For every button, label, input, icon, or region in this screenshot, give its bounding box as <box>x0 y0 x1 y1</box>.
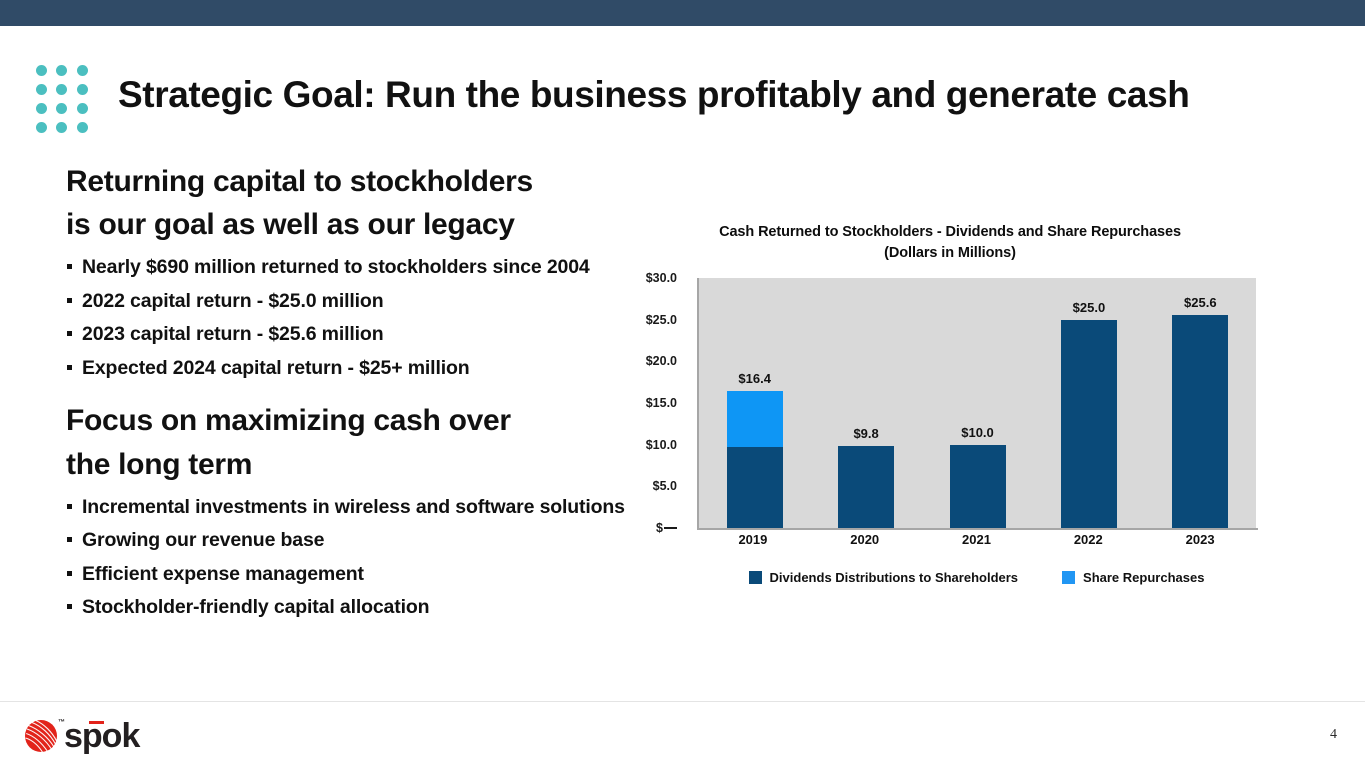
bar-slot: $10.0 <box>922 278 1033 528</box>
x-axis-tick: 2020 <box>850 532 880 547</box>
legend-item: Dividends Distributions to Shareholders <box>748 570 1019 585</box>
spok-macron-accent <box>89 721 104 724</box>
bar-value-label: $25.6 <box>1184 294 1217 310</box>
bar-group: $16.4 $9.8 $10.0 $25.0 $25.6 <box>699 278 1256 528</box>
legend-item: Share Repurchases <box>1062 570 1204 585</box>
list-item: 2022 capital return - $25.0 million <box>66 288 640 315</box>
bar-slot: $16.4 <box>699 278 810 528</box>
x-axis-tick: 2023 <box>1185 532 1215 547</box>
bar-stack <box>838 446 895 528</box>
y-axis-tick: $5.0 <box>652 479 677 494</box>
bar-segment-dividends <box>726 447 783 528</box>
list-item: Growing our revenue base <box>66 527 640 554</box>
bar-stack <box>1172 314 1229 528</box>
x-axis: 2019 2020 2021 2022 2023 <box>697 532 1256 547</box>
section-heading-line-1: Returning capital to stockholders <box>66 165 533 198</box>
content-column: Returning capital to stockholders is our… <box>0 160 640 680</box>
bar-segment-repurchases <box>726 391 783 448</box>
bar-slot: $9.8 <box>810 278 921 528</box>
dot-grid-logo-icon <box>31 61 93 137</box>
bar-value-label: $9.8 <box>853 426 879 442</box>
list-item: Nearly $690 million returned to stockhol… <box>66 254 640 281</box>
chart-plot-region: $30.0 $25.0 $20.0 $15.0 $10.0 $5.0 $ $16.4 $9.8… <box>630 271 1270 585</box>
cash-returned-chart: Cash Returned to Stockholders - Dividend… <box>630 222 1270 607</box>
list-item: Expected 2024 capital return - $25+ mill… <box>66 355 640 382</box>
legend-swatch-icon <box>1062 571 1076 584</box>
page-title: Strategic Goal: Run the business profita… <box>118 74 1190 115</box>
chart-title-main: Cash Returned to Stockholders - Dividend… <box>719 224 1181 240</box>
x-axis-tick: 2022 <box>1073 532 1103 547</box>
top-accent-bar <box>0 0 1365 26</box>
bar-slot: $25.0 <box>1033 278 1144 528</box>
section-heading-line-2: is our goal as well as our legacy <box>66 208 515 242</box>
chart-legend: Dividends Distributions to Shareholders S… <box>697 570 1256 585</box>
bar-segment-dividends <box>949 444 1006 528</box>
section-heading-line-1: Focus on maximizing cash over <box>66 404 511 438</box>
section-heading-line-2: the long term <box>66 447 253 481</box>
bar-segment-dividends <box>1172 314 1229 528</box>
spok-wordmark: spok <box>64 717 140 755</box>
spok-sphere-icon: ™ <box>22 716 65 756</box>
y-axis-tick: $10.0 <box>645 437 677 452</box>
bar-slot: $25.6 <box>1145 278 1256 528</box>
bar-value-label: $16.4 <box>738 371 771 387</box>
bullet-list-focus-on-cash: Incremental investments in wireless and … <box>0 494 640 621</box>
legend-label: Share Repurchases <box>1083 570 1205 585</box>
page-number: 4 <box>1330 727 1337 742</box>
bar-segment-dividends <box>838 446 895 528</box>
list-item: Efficient expense management <box>66 561 640 588</box>
list-item: 2023 capital return - $25.6 million <box>66 321 640 348</box>
bar-value-label: $25.0 <box>1072 299 1106 315</box>
legend-swatch-icon <box>748 571 762 584</box>
y-axis-tick: $30.0 <box>645 271 677 285</box>
y-axis-tick: $ <box>656 521 677 535</box>
list-item: Stockholder-friendly capital allocation <box>66 594 640 621</box>
section-heading-returning-capital: Returning capital to stockholders is our… <box>0 160 640 246</box>
bar-stack <box>949 444 1006 528</box>
y-axis: $30.0 $25.0 $20.0 $15.0 $10.0 $5.0 $ <box>630 271 685 535</box>
legend-label: Dividends Distributions to Shareholders <box>769 570 1019 585</box>
bar-segment-dividends <box>1060 319 1117 528</box>
bar-stack <box>726 391 783 528</box>
chart-title: Cash Returned to Stockholders - Dividend… <box>630 222 1270 263</box>
section-heading-focus-on-cash: Focus on maximizing cash over the long t… <box>0 399 640 485</box>
chart-subtitle: (Dollars in Millions) <box>884 244 1016 261</box>
x-axis-tick: 2019 <box>738 532 768 547</box>
trademark-symbol: ™ <box>58 719 65 726</box>
y-axis-tick: $15.0 <box>645 396 677 410</box>
footer-divider <box>0 701 1365 702</box>
bar-value-label: $10.0 <box>961 424 994 440</box>
y-axis-tick: $20.0 <box>645 354 677 369</box>
bar-stack <box>1060 319 1117 528</box>
spok-logo: ™ spok <box>22 714 202 758</box>
list-item: Incremental investments in wireless and … <box>66 494 640 521</box>
x-axis-tick: 2021 <box>962 532 991 547</box>
slide-header: Strategic Goal: Run the business profita… <box>0 26 1365 152</box>
plot-background: $16.4 $9.8 $10.0 $25.0 $25.6 <box>697 278 1258 530</box>
bullet-list-returning-capital: Nearly $690 million returned to stockhol… <box>0 254 640 381</box>
spok-wordmark-text: spok <box>64 717 140 755</box>
y-axis-tick: $25.0 <box>645 312 677 327</box>
